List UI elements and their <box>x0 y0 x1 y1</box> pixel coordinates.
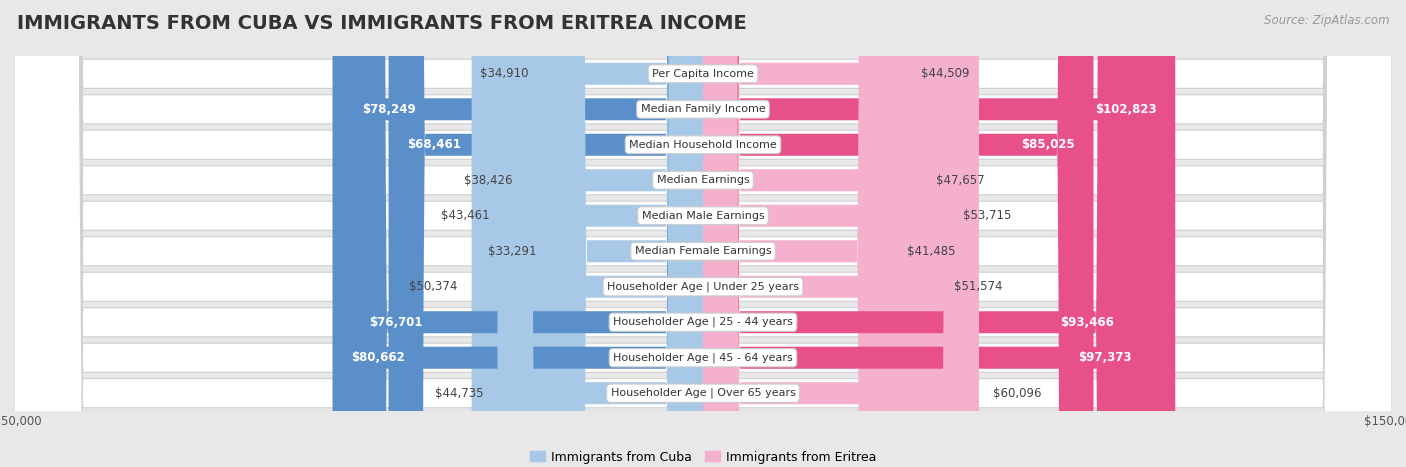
Text: $53,715: $53,715 <box>963 209 1012 222</box>
FancyBboxPatch shape <box>343 0 703 467</box>
Text: Per Capita Income: Per Capita Income <box>652 69 754 79</box>
Legend: Immigrants from Cuba, Immigrants from Eritrea: Immigrants from Cuba, Immigrants from Er… <box>524 446 882 467</box>
FancyBboxPatch shape <box>703 0 949 467</box>
Text: $41,485: $41,485 <box>907 245 956 258</box>
FancyBboxPatch shape <box>388 0 703 467</box>
Text: $43,461: $43,461 <box>441 209 489 222</box>
FancyBboxPatch shape <box>498 0 703 467</box>
Text: Householder Age | Over 65 years: Householder Age | Over 65 years <box>610 388 796 398</box>
Text: $93,466: $93,466 <box>1060 316 1114 329</box>
Text: $47,657: $47,657 <box>935 174 984 187</box>
Text: $34,910: $34,910 <box>481 67 529 80</box>
Text: Median Earnings: Median Earnings <box>657 175 749 185</box>
FancyBboxPatch shape <box>14 0 1392 467</box>
FancyBboxPatch shape <box>14 0 1392 467</box>
Text: $76,701: $76,701 <box>370 316 423 329</box>
Text: Median Female Earnings: Median Female Earnings <box>634 246 772 256</box>
FancyBboxPatch shape <box>14 0 1392 467</box>
Text: IMMIGRANTS FROM CUBA VS IMMIGRANTS FROM ERITREA INCOME: IMMIGRANTS FROM CUBA VS IMMIGRANTS FROM … <box>17 14 747 33</box>
FancyBboxPatch shape <box>550 0 703 467</box>
Text: Householder Age | 45 - 64 years: Householder Age | 45 - 64 years <box>613 353 793 363</box>
FancyBboxPatch shape <box>703 0 939 467</box>
FancyBboxPatch shape <box>703 0 894 467</box>
FancyBboxPatch shape <box>14 0 1392 467</box>
FancyBboxPatch shape <box>543 0 703 467</box>
Text: $33,291: $33,291 <box>488 245 536 258</box>
FancyBboxPatch shape <box>703 0 907 467</box>
Text: Source: ZipAtlas.com: Source: ZipAtlas.com <box>1264 14 1389 27</box>
Text: $80,662: $80,662 <box>352 351 405 364</box>
FancyBboxPatch shape <box>14 0 1392 467</box>
FancyBboxPatch shape <box>14 0 1392 467</box>
Text: $60,096: $60,096 <box>993 387 1042 400</box>
FancyBboxPatch shape <box>503 0 703 467</box>
Text: $44,509: $44,509 <box>921 67 970 80</box>
FancyBboxPatch shape <box>703 0 1175 467</box>
Text: Median Family Income: Median Family Income <box>641 104 765 114</box>
FancyBboxPatch shape <box>703 0 1094 467</box>
FancyBboxPatch shape <box>471 0 703 467</box>
FancyBboxPatch shape <box>703 0 979 467</box>
FancyBboxPatch shape <box>14 0 1392 467</box>
FancyBboxPatch shape <box>333 0 703 467</box>
Text: $51,574: $51,574 <box>953 280 1002 293</box>
Text: Median Household Income: Median Household Income <box>628 140 778 150</box>
FancyBboxPatch shape <box>14 0 1392 467</box>
Text: $102,823: $102,823 <box>1095 103 1157 116</box>
Text: $97,373: $97,373 <box>1078 351 1132 364</box>
FancyBboxPatch shape <box>350 0 703 467</box>
FancyBboxPatch shape <box>526 0 703 467</box>
FancyBboxPatch shape <box>14 0 1392 467</box>
FancyBboxPatch shape <box>703 0 1132 467</box>
Text: $78,249: $78,249 <box>361 103 416 116</box>
FancyBboxPatch shape <box>14 0 1392 467</box>
Text: $50,374: $50,374 <box>409 280 458 293</box>
Text: $68,461: $68,461 <box>406 138 461 151</box>
Text: Householder Age | 25 - 44 years: Householder Age | 25 - 44 years <box>613 317 793 327</box>
Text: $38,426: $38,426 <box>464 174 513 187</box>
Text: Median Male Earnings: Median Male Earnings <box>641 211 765 221</box>
FancyBboxPatch shape <box>703 0 922 467</box>
Text: $44,735: $44,735 <box>436 387 484 400</box>
Text: $85,025: $85,025 <box>1021 138 1076 151</box>
Text: Householder Age | Under 25 years: Householder Age | Under 25 years <box>607 282 799 292</box>
FancyBboxPatch shape <box>703 0 1150 467</box>
